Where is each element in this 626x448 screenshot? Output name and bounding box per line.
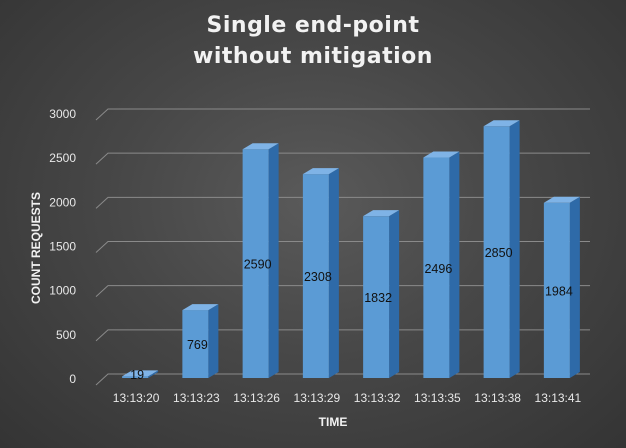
bar bbox=[182, 304, 219, 378]
bar-top bbox=[483, 120, 520, 127]
bar-front bbox=[363, 216, 390, 378]
bar-top bbox=[122, 370, 159, 377]
bar-side bbox=[389, 210, 400, 378]
data-label: 2590 bbox=[244, 258, 272, 272]
bar-front bbox=[423, 157, 450, 378]
y-tick-label: 0 bbox=[69, 372, 76, 386]
y-tick-label: 1500 bbox=[49, 240, 76, 254]
y-tick-labels: 0 500 1000 1500 2000 2500 3000 bbox=[49, 107, 76, 386]
bar-front bbox=[483, 126, 510, 378]
bar-front bbox=[182, 310, 209, 378]
y-tick-label: 1000 bbox=[49, 284, 76, 298]
x-tick-labels: 13:13:20 13:13:23 13:13:26 13:13:29 13:13:32… bbox=[113, 391, 582, 405]
gridline bbox=[95, 108, 590, 121]
data-label: 2496 bbox=[424, 262, 452, 276]
gridline bbox=[95, 152, 590, 165]
bar bbox=[302, 168, 339, 378]
bar-top bbox=[363, 210, 400, 217]
data-label: 769 bbox=[187, 338, 208, 352]
bar-front bbox=[543, 202, 570, 378]
y-tick-label: 500 bbox=[56, 328, 76, 342]
chart-title-line-1: Single end-point bbox=[206, 13, 420, 38]
bar-top bbox=[242, 143, 279, 150]
bar-side bbox=[148, 370, 159, 378]
data-label: 1984 bbox=[545, 284, 573, 298]
y-tick-label: 2000 bbox=[49, 195, 76, 209]
x-tick-label: 13:13:23 bbox=[173, 391, 220, 405]
gridline bbox=[95, 373, 590, 386]
bar-side bbox=[328, 168, 339, 378]
y-tick-label: 3000 bbox=[49, 107, 76, 121]
x-tick-label: 13:13:38 bbox=[474, 391, 521, 405]
data-label: 1832 bbox=[364, 291, 392, 305]
bar-top bbox=[543, 196, 580, 203]
data-label: 2850 bbox=[485, 246, 513, 260]
bar bbox=[242, 143, 279, 378]
bar-side bbox=[268, 143, 279, 378]
y-axis-label: COUNT REQUESTS bbox=[29, 192, 43, 304]
bar-top bbox=[302, 168, 339, 175]
x-tick-label: 13:13:41 bbox=[535, 391, 582, 405]
x-tick-label: 13:13:32 bbox=[354, 391, 401, 405]
bars: 19 769 2590 2308 1832 2496 2850 1984 bbox=[122, 120, 580, 382]
bar-top bbox=[423, 151, 460, 158]
data-label: 2308 bbox=[304, 270, 332, 284]
bar-front bbox=[122, 376, 149, 378]
bar-top bbox=[182, 304, 219, 311]
bar-side bbox=[208, 304, 219, 378]
bar bbox=[483, 120, 520, 378]
bar-front bbox=[242, 149, 269, 378]
x-tick-label: 13:13:35 bbox=[414, 391, 461, 405]
bar bbox=[543, 196, 580, 378]
x-tick-label: 13:13:20 bbox=[113, 391, 160, 405]
data-label: 19 bbox=[130, 368, 144, 382]
y-tick-label: 2500 bbox=[49, 151, 76, 165]
x-axis-label: TIME bbox=[319, 415, 348, 429]
bar bbox=[122, 370, 159, 378]
chart-title-line-2: without mitigation bbox=[193, 44, 433, 69]
x-tick-label: 13:13:26 bbox=[233, 391, 280, 405]
bar bbox=[423, 151, 460, 378]
chart-title: Single end-point without mitigation bbox=[0, 10, 626, 72]
bar-front bbox=[302, 174, 329, 378]
x-tick-label: 13:13:29 bbox=[294, 391, 341, 405]
bar-side bbox=[569, 196, 580, 378]
bar bbox=[363, 210, 400, 378]
bar-side bbox=[509, 120, 520, 378]
bar-side bbox=[449, 151, 460, 378]
